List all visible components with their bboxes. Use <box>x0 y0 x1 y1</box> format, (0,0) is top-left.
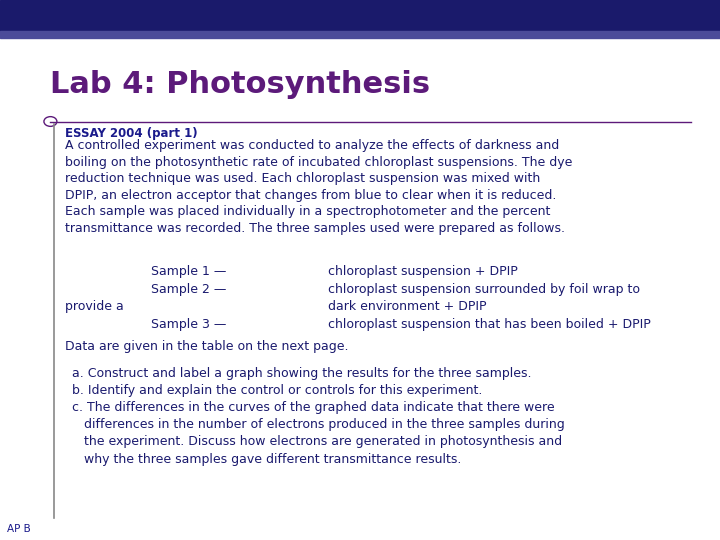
Text: Lab 4: Photosynthesis: Lab 4: Photosynthesis <box>50 70 431 99</box>
Text: provide a: provide a <box>65 300 124 313</box>
Text: a. Construct and label a graph showing the results for the three samples.: a. Construct and label a graph showing t… <box>72 367 531 380</box>
Text: chloroplast suspension + DPIP: chloroplast suspension + DPIP <box>328 265 518 278</box>
Text: Sample 2 —: Sample 2 — <box>151 283 227 296</box>
Text: chloroplast suspension surrounded by foil wrap to: chloroplast suspension surrounded by foi… <box>328 283 639 296</box>
Text: why the three samples gave different transmittance results.: why the three samples gave different tra… <box>72 453 462 465</box>
Text: dark environment + DPIP: dark environment + DPIP <box>328 300 486 313</box>
Text: AP B: AP B <box>7 523 31 534</box>
Text: differences in the number of electrons produced in the three samples during: differences in the number of electrons p… <box>72 418 564 431</box>
Text: A controlled experiment was conducted to analyze the effects of darkness and
boi: A controlled experiment was conducted to… <box>65 139 572 235</box>
Text: ESSAY 2004 (part 1): ESSAY 2004 (part 1) <box>65 127 197 140</box>
Bar <box>0 31 720 38</box>
Text: c. The differences in the curves of the graphed data indicate that there were: c. The differences in the curves of the … <box>72 401 554 414</box>
Text: Sample 3 —: Sample 3 — <box>151 318 227 330</box>
Text: Data are given in the table on the next page.: Data are given in the table on the next … <box>65 340 348 353</box>
Text: the experiment. Discuss how electrons are generated in photosynthesis and: the experiment. Discuss how electrons ar… <box>72 435 562 448</box>
Text: Sample 1 —: Sample 1 — <box>151 265 227 278</box>
Bar <box>0 0 720 31</box>
Text: b. Identify and explain the control or controls for this experiment.: b. Identify and explain the control or c… <box>72 384 482 397</box>
Text: chloroplast suspension that has been boiled + DPIP: chloroplast suspension that has been boi… <box>328 318 650 330</box>
